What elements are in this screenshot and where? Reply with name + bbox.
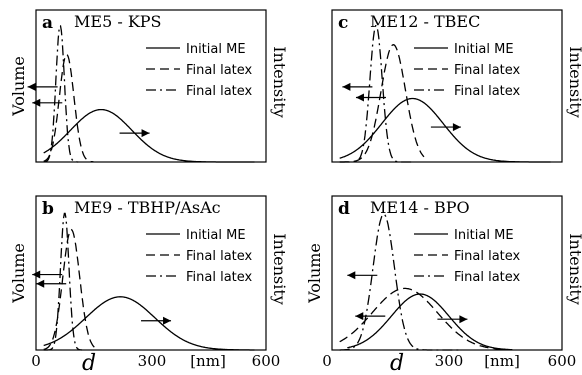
tick-left-300: 300 xyxy=(138,352,167,370)
series-dashdot-curve xyxy=(43,25,79,163)
series-solid-curve xyxy=(43,108,255,163)
axis-arrow-head xyxy=(32,270,41,279)
legend-label: Final latex xyxy=(454,84,521,99)
legend-label: Final latex xyxy=(454,249,521,264)
tick-right-300: 300 xyxy=(435,352,464,370)
y-label-intensity: Intensity xyxy=(566,233,582,305)
y-label-volume: Volume xyxy=(9,56,28,117)
axis-arrow-head xyxy=(355,312,364,321)
series-dashdot-curve xyxy=(339,24,413,163)
panel-title: ME12 - TBEC xyxy=(370,12,480,31)
y-label-intensity: Intensity xyxy=(270,233,289,305)
y-label-intensity: Intensity xyxy=(566,46,582,118)
panel-d: d ME14 - BPO Volume Intensity Initial ME Fina… xyxy=(305,195,582,351)
tick-right-0: 0 xyxy=(322,352,332,370)
panel-title: ME9 - TBHP/AsAc xyxy=(74,198,221,217)
series-dashed-curve xyxy=(43,228,98,351)
legend-label: Final latex xyxy=(186,270,253,285)
series-solid-curve xyxy=(347,293,513,351)
y-label-volume: Volume xyxy=(9,243,28,304)
axis-arrow-head xyxy=(27,82,36,91)
panel-letter: d xyxy=(338,199,350,219)
axis-arrow-head xyxy=(452,123,461,132)
legend-label: Initial ME xyxy=(454,42,514,57)
axis-arrow-head xyxy=(355,93,364,102)
panel-letter: c xyxy=(338,13,348,33)
panel-c: c ME12 - TBEC Intensity Initial ME Final lat… xyxy=(331,9,582,163)
legend-label: Final latex xyxy=(454,270,521,285)
series-dashed-curve xyxy=(339,44,425,163)
legend-label: Final latex xyxy=(186,249,253,264)
panel-letter: a xyxy=(42,13,53,33)
axis-arrow-head xyxy=(342,82,351,91)
plot-frame xyxy=(35,9,267,163)
plot-frame xyxy=(331,9,563,163)
axis-arrow-head xyxy=(32,98,41,107)
series-solid-curve xyxy=(339,97,551,163)
panel-title: ME14 - BPO xyxy=(370,198,470,217)
y-label-volume: Volume xyxy=(305,243,324,304)
tick-right-600: 600 xyxy=(548,352,577,370)
x-unit-right: [nm] xyxy=(484,352,520,370)
x-unit-left: [nm] xyxy=(190,352,226,370)
axis-arrow-head xyxy=(347,271,356,280)
axis-arrow-head xyxy=(141,129,150,138)
axis-arrow-head xyxy=(163,316,172,325)
series-solid-curve xyxy=(43,296,255,351)
legend-label: Final latex xyxy=(186,63,253,78)
plot-frame xyxy=(331,195,563,351)
legend-label: Initial ME xyxy=(186,42,246,57)
y-label-intensity: Intensity xyxy=(270,46,289,118)
legend-label: Final latex xyxy=(454,63,521,78)
x-variable-left: d xyxy=(82,351,96,375)
panel-letter: b xyxy=(42,199,54,219)
axis-arrow-head xyxy=(36,279,45,288)
x-variable-right: d xyxy=(390,351,404,375)
panel-b: b ME9 - TBHP/AsAc Volume Intensity Initial M… xyxy=(9,195,289,351)
axis-arrow-head xyxy=(459,315,468,324)
legend-label: Initial ME xyxy=(454,228,514,243)
series-dashed-curve xyxy=(43,53,94,163)
panel-title: ME5 - KPS xyxy=(74,12,162,31)
legend-label: Final latex xyxy=(186,84,253,99)
series-dashdot-curve xyxy=(339,213,459,351)
tick-left-0: 0 xyxy=(31,352,41,370)
tick-left-600: 600 xyxy=(252,352,281,370)
series-dashdot-curve xyxy=(43,212,83,351)
legend-label: Initial ME xyxy=(186,228,246,243)
panel-a: a ME5 - KPS Volume Intensity Initial ME Final… xyxy=(9,9,289,163)
series-dashed-curve xyxy=(339,287,513,351)
